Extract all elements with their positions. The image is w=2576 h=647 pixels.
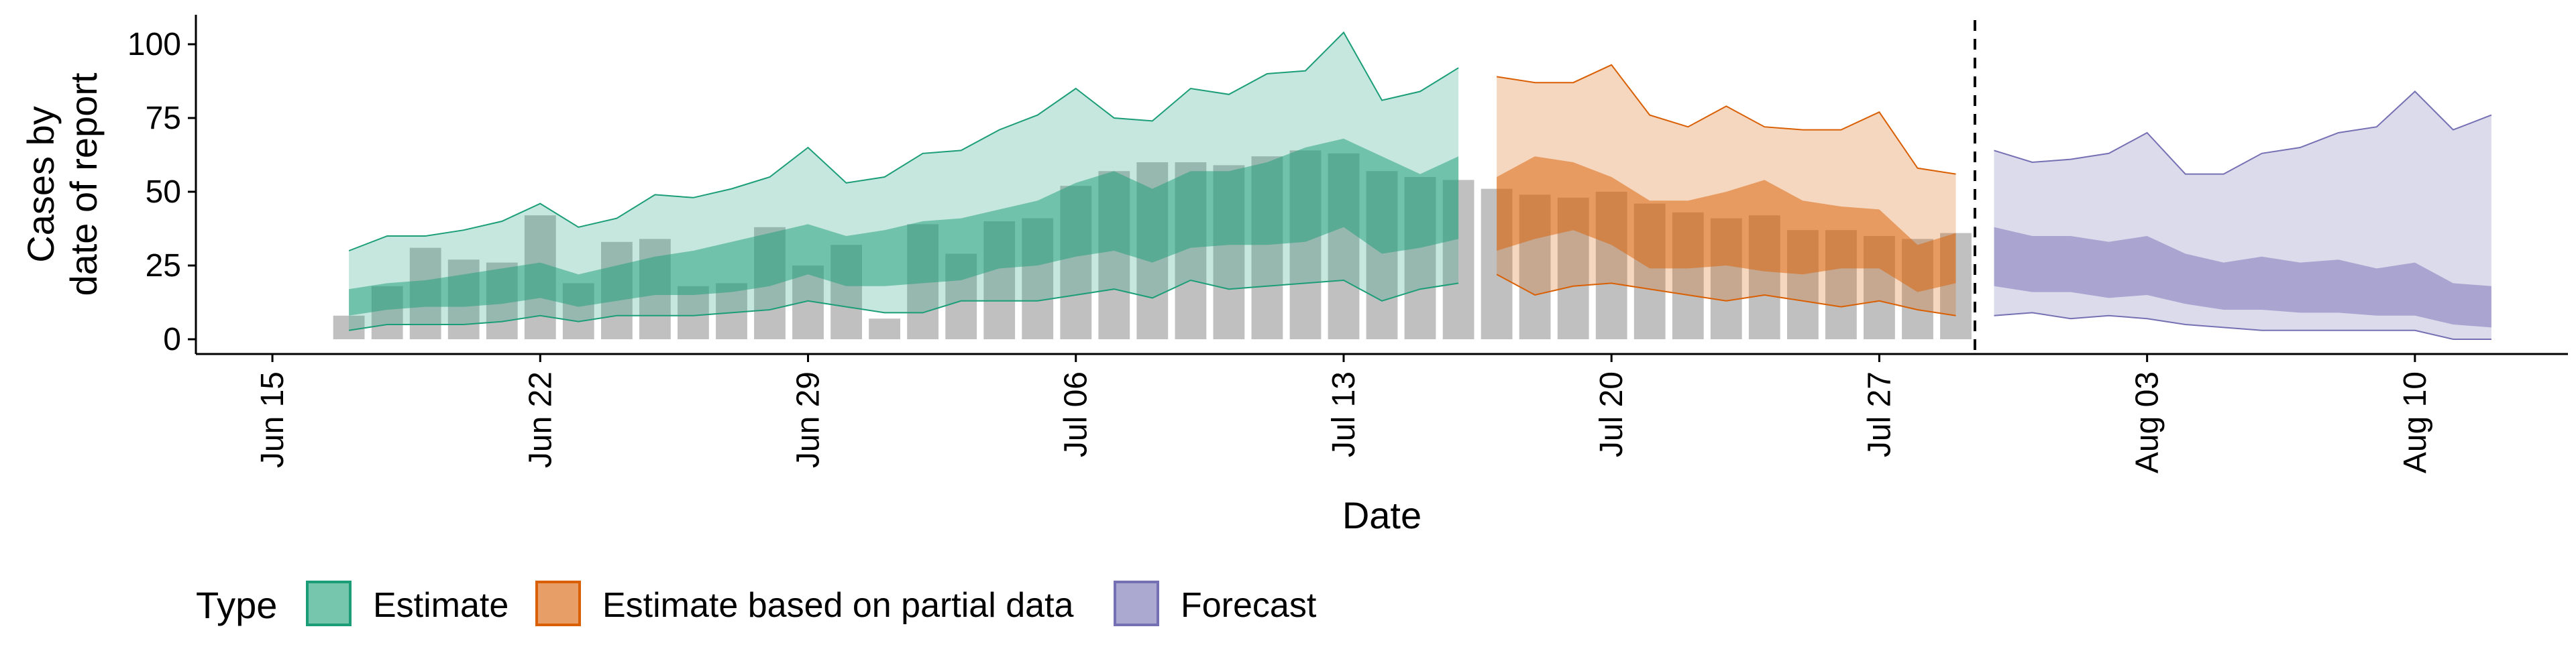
legend-key: [1114, 581, 1159, 626]
outer-interval-band: [349, 32, 1459, 331]
x-tick-label: Jul 13: [1326, 371, 1362, 457]
series-1: [348, 31, 1459, 331]
inner-interval-band: [1994, 227, 2491, 328]
x-axis-title: Date: [1342, 494, 1421, 536]
reported-cases-bar: [333, 315, 365, 339]
outer-upper-line: [1496, 64, 1956, 175]
legend-key: [535, 581, 581, 626]
y-axis-title-line-1: Cases by: [19, 106, 62, 262]
reported-cases-bar: [869, 318, 900, 339]
legend-label: Estimate based on partial data: [602, 586, 1074, 625]
outer-upper-line: [1994, 91, 2492, 175]
legend: Type Estimate Estimate based on partial d…: [196, 581, 1317, 626]
x-tick-label: Jun 29: [791, 371, 826, 468]
inner-interval-band: [1497, 156, 1956, 292]
y-tick-label: 0: [163, 322, 181, 357]
legend-label: Estimate: [373, 586, 508, 625]
series-3: [1994, 91, 2492, 340]
x-tick-label: Jul 06: [1059, 371, 1094, 457]
outer-upper-line: [348, 31, 1459, 251]
x-tick-label: Jun 22: [523, 371, 558, 468]
x-tick-label: Jun 15: [255, 371, 290, 468]
x-tick-label: Jul 27: [1862, 371, 1897, 457]
legend-label: Forecast: [1181, 586, 1317, 625]
x-tick-label: Jul 20: [1594, 371, 1629, 457]
inner-interval-band: [349, 138, 1459, 316]
y-tick-label: 100: [127, 27, 181, 62]
legend-key: [306, 581, 352, 626]
series-2: [1496, 64, 1956, 316]
y-tick-label: 75: [146, 101, 181, 136]
x-tick-label: Aug 03: [2130, 371, 2165, 473]
outer-lower-line: [1994, 312, 2491, 340]
y-axis-title-line-2: date of report: [62, 72, 105, 296]
y-tick-label: 50: [146, 174, 181, 210]
axes: 0 25 50 75 100 Jun 15 Jun 22 Jun 29 Jul 06 Jul 13…: [127, 15, 2568, 473]
outer-lower-line: [348, 279, 1459, 331]
x-tick-label: Aug 10: [2398, 371, 2433, 473]
ribbon-bands: [348, 31, 2492, 340]
outer-lower-line: [1496, 274, 1956, 316]
y-tick-label: 25: [146, 248, 181, 284]
legend-title: Type: [196, 584, 277, 626]
